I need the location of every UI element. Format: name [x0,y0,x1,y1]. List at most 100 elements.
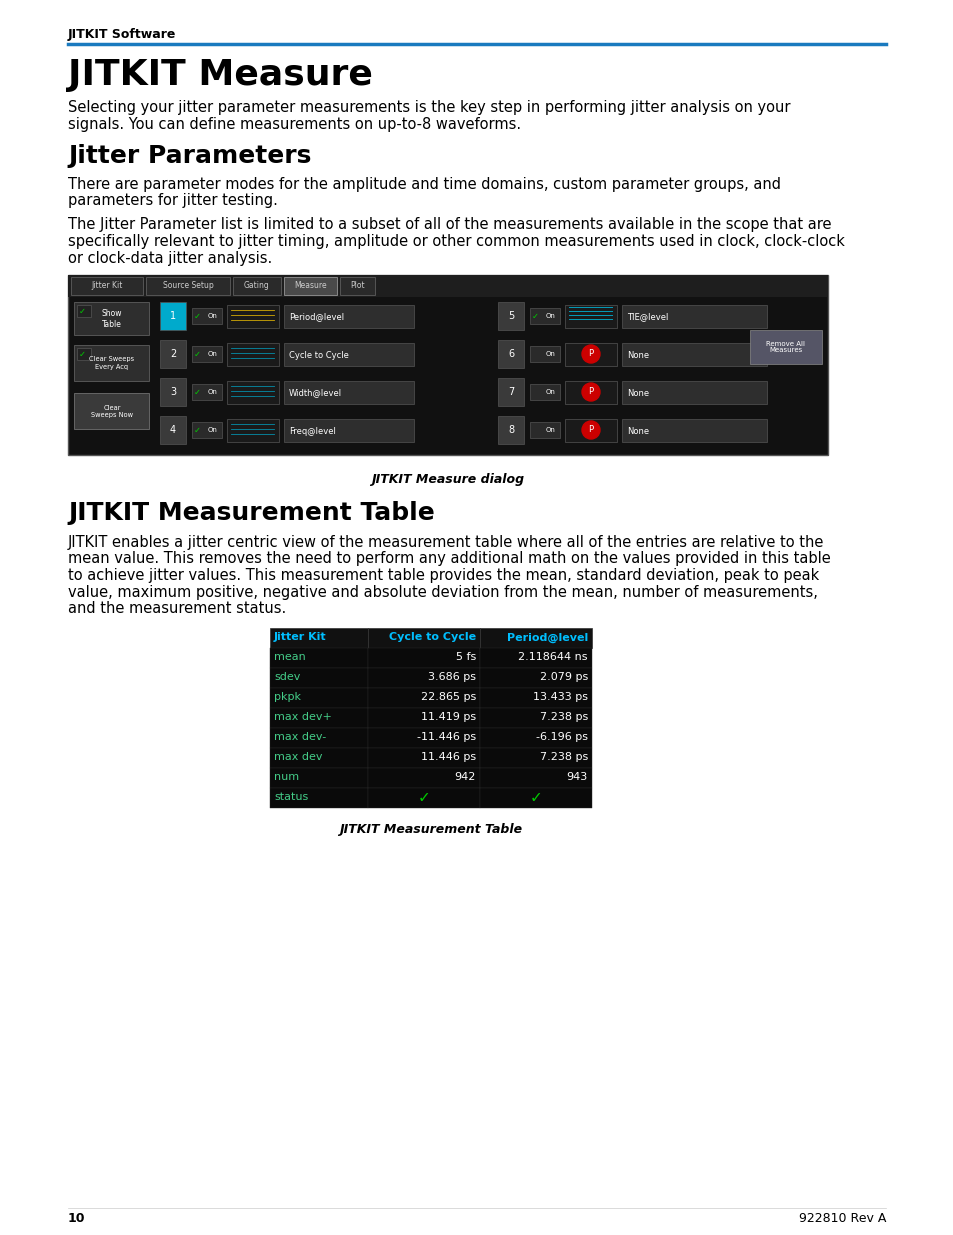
Text: 1: 1 [170,311,176,321]
Bar [270,667,368,688]
Bar [530,384,559,400]
Text: 13.433 ps: 13.433 ps [533,693,587,703]
Text: 3.686 ps: 3.686 ps [428,673,476,683]
Bar [530,422,559,438]
Bar [270,788,368,808]
Text: JITKIT Measurement Table: JITKIT Measurement Table [339,824,522,836]
Bar [339,277,375,295]
Text: Jitter Kit: Jitter Kit [274,632,326,642]
Text: 11.446 ps: 11.446 ps [420,752,476,762]
Bar [368,647,479,667]
Text: JITKIT Measurement Table: JITKIT Measurement Table [68,501,435,525]
Bar [227,419,278,442]
Bar [283,277,336,295]
Text: Gating: Gating [244,282,270,290]
Bar [497,378,523,406]
Text: ✓: ✓ [193,388,201,396]
Text: Period@level: Period@level [506,632,587,642]
Text: Source Setup: Source Setup [163,282,213,290]
Bar [479,627,592,647]
Text: P: P [588,350,593,358]
Text: 942: 942 [455,773,476,783]
Bar [192,384,222,400]
Bar [368,627,479,647]
Text: On: On [545,389,556,395]
Bar [621,305,766,329]
Text: P: P [588,426,593,435]
Bar [227,343,278,366]
Bar [270,767,368,788]
Text: Cycle to Cycle: Cycle to Cycle [389,632,476,642]
Text: Selecting your jitter parameter measurements is the key step in performing jitte: Selecting your jitter parameter measurem… [68,100,790,115]
Text: None: None [626,351,648,359]
Text: specifically relevant to jitter timing, amplitude or other common measurements u: specifically relevant to jitter timing, … [68,233,844,249]
Circle shape [581,383,599,401]
Text: num: num [274,773,299,783]
Text: parameters for jitter testing.: parameters for jitter testing. [68,193,277,207]
Text: Clear Sweeps
Every Acq: Clear Sweeps Every Acq [90,357,134,369]
Bar [479,708,592,727]
Text: 22.865 ps: 22.865 ps [420,693,476,703]
Text: On: On [208,351,217,357]
Circle shape [581,421,599,438]
Bar [284,419,414,442]
Text: ✓: ✓ [193,426,201,435]
Bar [233,277,280,295]
Bar [497,416,523,445]
Text: ✓: ✓ [417,790,430,805]
Text: TIE@level: TIE@level [626,312,668,321]
Text: to achieve jitter values. This measurement table provides the mean, standard dev: to achieve jitter values. This measureme… [68,568,819,583]
Bar [479,667,592,688]
Bar [270,627,368,647]
Bar [749,330,821,364]
Bar [479,747,592,767]
Bar [284,382,414,404]
Bar [270,688,368,708]
Bar [77,348,91,359]
Text: Freq@level: Freq@level [289,426,335,436]
Text: mean: mean [274,652,305,662]
Text: pkpk: pkpk [274,693,301,703]
Text: or clock-data jitter analysis.: or clock-data jitter analysis. [68,251,272,266]
Bar [479,647,592,667]
Text: and the measurement status.: and the measurement status. [68,601,286,616]
Bar [368,708,479,727]
Bar [160,378,186,406]
Text: Jitter Kit: Jitter Kit [91,282,123,290]
Bar [564,343,617,366]
Text: 3: 3 [170,387,176,396]
Text: On: On [545,351,556,357]
Text: Period@level: Period@level [289,312,344,321]
Text: JITKIT Software: JITKIT Software [68,28,176,41]
Text: Width@level: Width@level [289,389,342,398]
Bar [564,419,617,442]
Bar [270,708,368,727]
Text: -6.196 ps: -6.196 ps [536,732,587,742]
Bar [192,346,222,362]
Bar [530,308,559,324]
Bar [74,345,149,382]
Bar [227,305,278,329]
Text: JITKIT Measure dialog: JITKIT Measure dialog [371,473,524,487]
Text: 7.238 ps: 7.238 ps [539,752,587,762]
Text: Cycle to Cycle: Cycle to Cycle [289,351,349,359]
Bar [621,343,766,366]
Bar [564,382,617,404]
Text: On: On [208,427,217,433]
Text: On: On [208,312,217,319]
Text: 943: 943 [566,773,587,783]
Bar [68,275,827,296]
Text: 5: 5 [507,311,514,321]
Text: -11.446 ps: -11.446 ps [416,732,476,742]
Text: On: On [208,389,217,395]
Text: ✓: ✓ [79,306,86,315]
Text: max dev-: max dev- [274,732,326,742]
Bar [68,275,827,454]
Bar [270,647,368,667]
Bar [479,727,592,747]
Bar [497,303,523,330]
Text: mean value. This removes the need to perform any additional math on the values p: mean value. This removes the need to per… [68,552,830,567]
Text: ✓: ✓ [79,350,86,358]
Bar [71,277,143,295]
Text: status: status [274,793,308,803]
